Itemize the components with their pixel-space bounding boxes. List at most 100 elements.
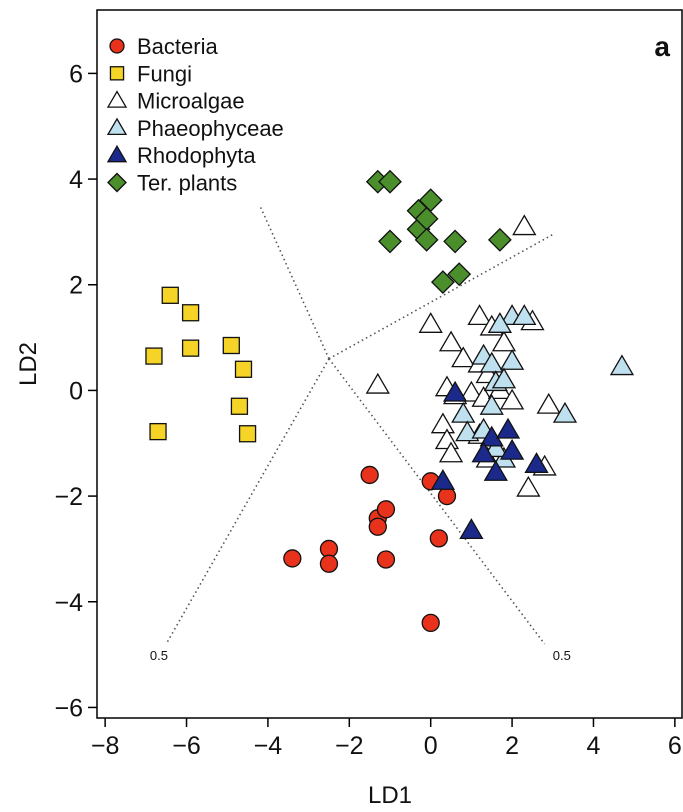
x-tick-label: −4	[254, 732, 283, 760]
rhodophyta-point	[471, 441, 496, 463]
legend-marker-phaeophyceae	[106, 117, 128, 136]
x-tick-label: 4	[587, 732, 601, 760]
phaeophyceae-point	[491, 367, 517, 389]
legend-item-fungi: Fungi	[109, 61, 192, 86]
x-tick-label: −8	[91, 732, 120, 760]
legend-marker-bacteria	[109, 38, 125, 54]
microalgae-point	[438, 441, 464, 463]
y-tick-label: −6	[54, 694, 83, 722]
bacteria-point	[421, 613, 440, 633]
bacteria-point	[368, 517, 387, 536]
phaeophyceae-point	[552, 401, 578, 423]
microalgae-point	[512, 214, 537, 236]
x-tick-label: −6	[172, 732, 201, 760]
fungi-point	[145, 347, 163, 365]
bacteria-point	[360, 465, 379, 485]
rhodophyta-point	[483, 460, 508, 481]
legend-item-bacteria: Bacteria	[109, 34, 218, 59]
y-tick-label: 2	[69, 272, 83, 300]
phaeophyceae-point	[609, 354, 635, 376]
annotation-1: 0.5	[150, 648, 168, 663]
y-axis: −6 −4 −2 0 2 4 6	[54, 60, 97, 722]
bacteria-point	[437, 486, 457, 506]
ter-plants-point	[378, 229, 402, 254]
bacteria-point	[283, 549, 302, 568]
bacteria-point	[429, 529, 448, 548]
ter-plants-point	[378, 169, 402, 194]
fungi-point	[234, 360, 253, 378]
series-phaeophyceae	[451, 304, 635, 468]
series-rhodophyta	[430, 380, 549, 540]
fungi-point	[230, 397, 249, 415]
rhodophyta-point	[430, 469, 456, 490]
ter-plants-point	[443, 229, 468, 254]
legend-item-microalgae: Microalgae	[106, 89, 245, 114]
discriminant-lines	[165, 205, 554, 645]
ter-plants-point	[447, 262, 472, 287]
phaeophyceae-point	[483, 436, 508, 458]
y-tick-label: −2	[54, 483, 83, 511]
x-axis: −8 −6 −4 −2 0 2 4 6	[91, 718, 682, 760]
phaeophyceae-point	[479, 351, 504, 373]
data-points	[145, 169, 635, 633]
microalgae-point	[467, 304, 492, 326]
ter-plants-point	[487, 227, 512, 252]
microalgae-point	[536, 392, 561, 414]
phaeophyceae-point	[512, 304, 537, 326]
microalgae-point	[459, 380, 484, 402]
series-ter-plants	[365, 169, 512, 295]
legend-label-microalgae: Microalgae	[137, 89, 245, 114]
microalgae-point	[499, 388, 525, 410]
legend-label-bacteria: Bacteria	[137, 34, 218, 59]
x-tick-label: −2	[335, 732, 364, 760]
x-tick-label: 2	[505, 732, 519, 760]
discriminant-line-1	[259, 205, 330, 360]
phaeophyceae-point	[451, 401, 476, 423]
y-axis-title: LD2	[15, 342, 42, 386]
fungi-point	[222, 336, 240, 355]
microalgae-point	[491, 330, 517, 352]
microalgae-point	[430, 412, 456, 434]
x-tick-label: 0	[424, 732, 438, 760]
rhodophyta-point	[459, 518, 484, 540]
legend-item-ter-plants: Ter. plants	[107, 171, 237, 196]
phaeophyceae-point	[499, 349, 525, 370]
bacteria-point	[376, 500, 396, 519]
ter-plants-point	[430, 270, 455, 295]
legend-item-phaeophyceae: Phaeophyceae	[106, 116, 284, 141]
rhodophyta-point	[524, 452, 549, 473]
phaeophyceae-point	[455, 420, 480, 442]
legend-marker-ter-plants	[107, 172, 127, 193]
legend-label-ter-plants: Ter. plants	[137, 171, 237, 196]
discriminant-line-4	[328, 358, 546, 645]
fungi-point	[181, 339, 200, 357]
legend-marker-fungi	[109, 66, 125, 81]
y-tick-label: 0	[69, 377, 83, 405]
phaeophyceae-point	[487, 312, 513, 333]
rhodophyta-point	[499, 438, 525, 460]
microalgae-point	[438, 330, 464, 352]
rhodophyta-point	[495, 417, 521, 439]
x-tick-label: 6	[668, 732, 682, 760]
series-microalgae	[365, 214, 561, 497]
bacteria-point	[319, 554, 339, 573]
fungi-point	[181, 304, 200, 322]
fungi-point	[238, 425, 257, 443]
microalgae-point	[516, 475, 541, 497]
microalgae-point	[418, 312, 443, 333]
legend-label-fungi: Fungi	[137, 61, 192, 86]
legend-marker-microalgae	[106, 90, 128, 108]
bacteria-point	[376, 550, 396, 569]
series-fungi	[145, 286, 257, 443]
microalgae-point	[451, 346, 476, 368]
y-tick-label: 6	[69, 60, 83, 88]
legend-item-rhodophyta: Rhodophyta	[106, 143, 256, 168]
fungi-point	[149, 422, 167, 441]
plot-frame	[96, 9, 683, 719]
fungi-point	[161, 286, 179, 304]
x-axis-title: LD1	[368, 782, 412, 809]
legend-label-rhodophyta: Rhodophyta	[137, 143, 256, 168]
ter-plants-point	[414, 227, 439, 252]
